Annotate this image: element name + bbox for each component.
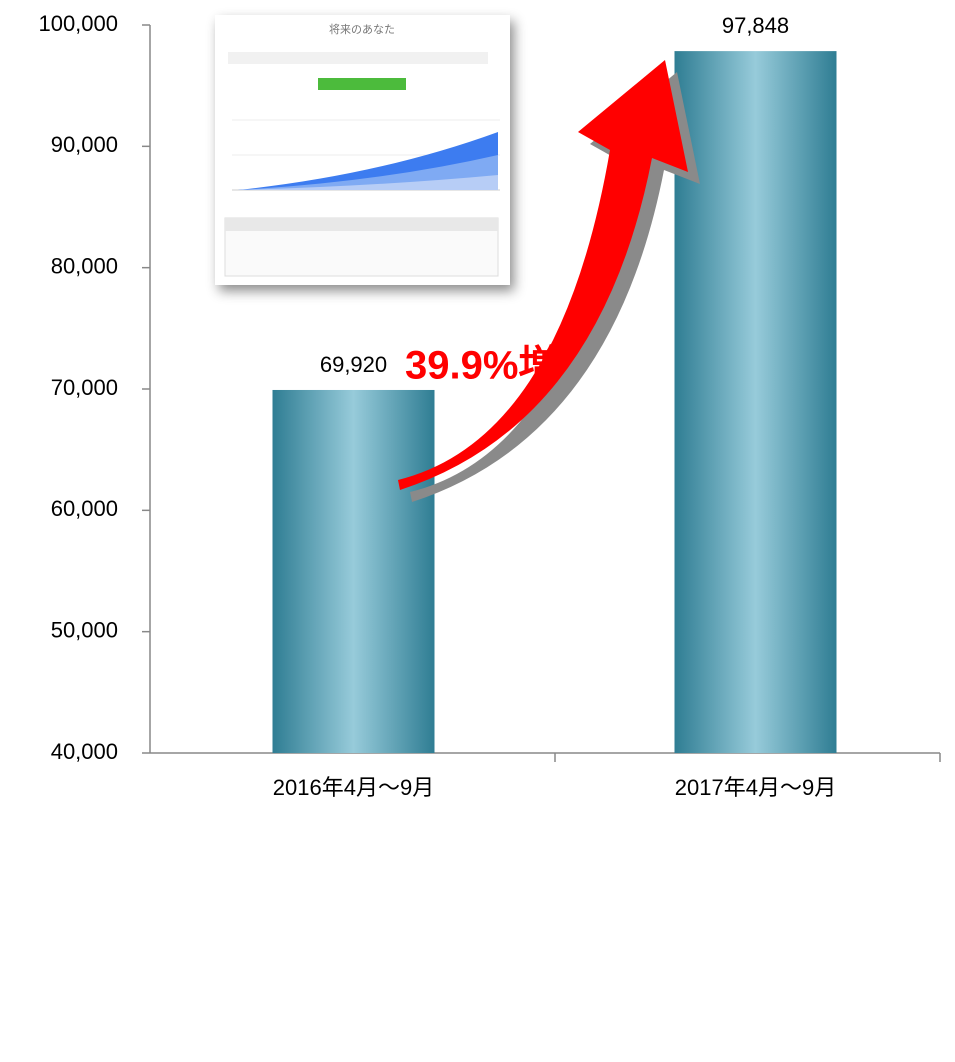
y-tick-label: 70,000 xyxy=(51,375,118,400)
inset-title: 将来のあなた xyxy=(329,23,395,36)
chart: 40,000 50,000 60,000 70,000 80,000 90,000 100,… xyxy=(0,0,955,1057)
x-tick-label: 2017年4月～9月 xyxy=(675,775,836,800)
x-tick-label: 2016年4月～9月 xyxy=(273,775,434,800)
inset-screenshot: 将来のあなた xyxy=(215,15,510,285)
inset-button xyxy=(318,78,406,90)
y-tick-label: 40,000 xyxy=(51,739,118,764)
bar xyxy=(273,390,435,753)
value-label: 97,848 xyxy=(722,13,789,38)
y-tick-label: 100,000 xyxy=(38,11,118,36)
y-tick-label: 90,000 xyxy=(51,132,118,157)
inset-table-header xyxy=(225,218,498,231)
y-tick-label: 50,000 xyxy=(51,617,118,642)
bar xyxy=(675,51,837,753)
value-label: 69,920 xyxy=(320,352,387,377)
y-tick-label: 60,000 xyxy=(51,496,118,521)
inset-inputs xyxy=(228,52,488,64)
annotation: 39.9%増 xyxy=(405,344,558,388)
y-tick-label: 80,000 xyxy=(51,253,118,278)
